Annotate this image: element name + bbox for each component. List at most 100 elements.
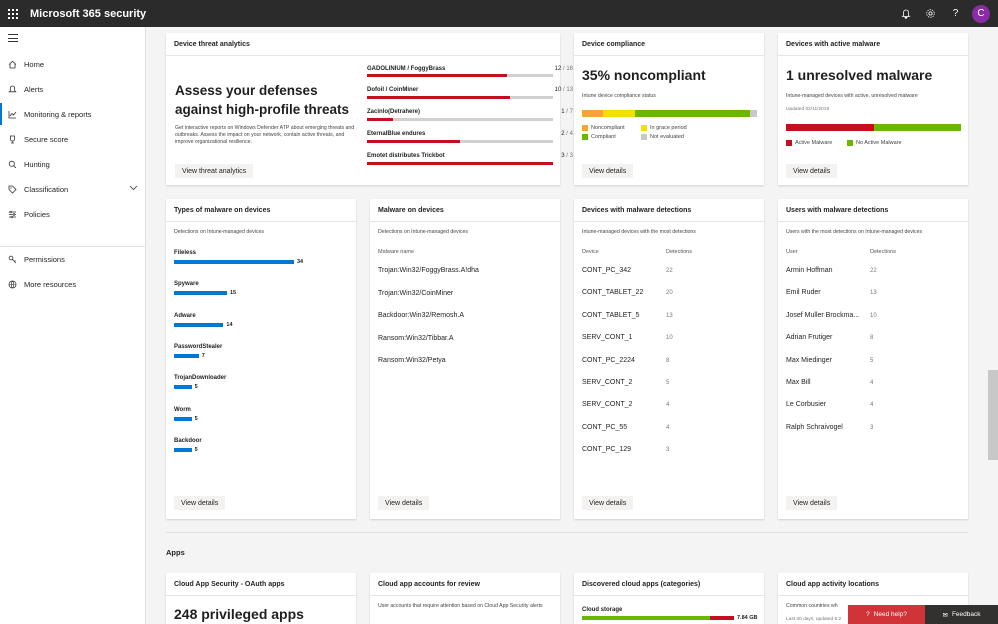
table-row-value: 3 (870, 424, 874, 431)
legend-compliant: Compliant (582, 134, 616, 140)
table-row-name[interactable]: Max Bill (786, 379, 811, 386)
legend-not-evaluated: Not evaluated (641, 134, 684, 140)
nav-classification[interactable]: Classification (0, 178, 146, 200)
malware-type-value: 5 (194, 415, 198, 422)
column-header-user: User (786, 249, 798, 255)
table-row-value: 20 (666, 290, 673, 297)
bar-segment (634, 110, 750, 117)
table-row-name[interactable]: CONT_PC_129 (582, 446, 632, 454)
settings-gear-icon[interactable] (918, 0, 943, 27)
table-row-name[interactable]: SERV_CONT_2 (582, 379, 633, 386)
table-row[interactable]: Backdoor:Win32/Remosh.A (378, 312, 464, 319)
malware-type-label: Adware (174, 312, 196, 319)
activity-subtitle: Common countries wh (786, 603, 838, 609)
table-row-name[interactable]: CONT_PC_342 (582, 267, 632, 274)
threat-analytics-card: Device threat analytics Assess your defe… (166, 33, 573, 185)
table-row-name[interactable]: SERV_CONT_2 (582, 401, 633, 409)
nav-label: Policies (24, 209, 50, 219)
table-row[interactable]: Ransom:Win32/Petya (378, 357, 446, 364)
notification-bell-icon[interactable] (893, 0, 918, 27)
threat-name: Zacinlo(Detrahere) (367, 109, 421, 115)
oauth-headline: 248 privileged apps (174, 606, 304, 622)
table-row-value: 8 (666, 357, 670, 364)
nav-label: Secure score (24, 134, 69, 144)
malware-headline: 1 unresolved malware (786, 67, 933, 83)
threat-count: 12 / 16 (554, 66, 573, 72)
need-help-button[interactable]: ? Need help? (848, 605, 925, 624)
threat-headline: Assess your defenses against high-profil… (175, 83, 350, 117)
nav-hunting[interactable]: Hunting (0, 153, 146, 175)
user-detections-view-details-button[interactable]: View details (786, 496, 838, 510)
card-divider (778, 55, 968, 56)
table-row[interactable]: Ransom:Win32/Tibbar.A (378, 335, 454, 342)
nav-secure-score[interactable]: Secure score (0, 128, 146, 150)
malware-type-label: Backdoor (174, 437, 202, 444)
table-row-name[interactable]: Emil Ruder (786, 289, 821, 297)
nav-monitoring-reports[interactable]: Monitoring & reports (0, 103, 146, 125)
home-icon (0, 60, 24, 69)
compliance-view-details-button[interactable]: View details (582, 164, 634, 178)
malware-type-label: PasswordStealer (174, 343, 223, 350)
scrollbar-thumb[interactable] (988, 370, 998, 460)
nav-permissions[interactable]: Permissions (0, 248, 146, 270)
malware-type-value: 14 (226, 321, 233, 328)
help-question-icon[interactable]: ? (952, 8, 959, 19)
table-row-name[interactable]: CONT_PC_55 (582, 423, 628, 431)
card-title: Cloud App Security - OAuth apps (174, 581, 285, 588)
column-header-detections: Detections (870, 249, 896, 255)
threat-name: Emotet distributes Trickbot (367, 153, 445, 159)
nav-more-resources[interactable]: More resources (0, 273, 146, 295)
table-row-value: 4 (666, 402, 670, 409)
table-row-name[interactable]: Adrian Frutiger (786, 334, 833, 342)
card-title: Cloud app accounts for review (378, 581, 480, 588)
table-row-name[interactable]: Armin Hoffman (786, 267, 833, 274)
feedback-button[interactable]: ✉ Feedback (925, 605, 998, 624)
feedback-icon: ✉ (942, 611, 948, 619)
table-row-name[interactable]: Ralph Schraivogel (786, 423, 843, 431)
table-row-value: 22 (666, 268, 673, 274)
user-avatar[interactable]: C (972, 4, 990, 23)
nav-policies[interactable]: Policies (0, 203, 146, 225)
threat-progress-fill (367, 118, 394, 121)
table-row-name[interactable]: CONT_TABLET_22 (582, 289, 644, 297)
malware-view-details-button[interactable]: View details (786, 164, 838, 178)
malware-type-label: Spyware (174, 281, 199, 288)
need-help-label: Need help? (873, 611, 907, 618)
table-row-value: 8 (870, 335, 874, 342)
device-detections-card: Devices with malware detections Intune-m… (574, 199, 764, 519)
updated-date: Updated 02/11/2019 (786, 107, 830, 112)
malware-type-bar (174, 416, 192, 421)
nav-label: Alerts (24, 84, 44, 94)
column-header-detections: Detections (666, 249, 692, 255)
table-row[interactable]: Trojan:Win32/FoggyBrass.A!dha (378, 267, 479, 274)
malware-on-devices-card: Malware on devices Detections on Intune-… (370, 199, 560, 519)
nav-home[interactable]: Home (0, 53, 146, 75)
malware-devices-view-details-button[interactable]: View details (378, 496, 430, 510)
nav-alerts[interactable]: Alerts (0, 78, 146, 100)
view-threat-analytics-button[interactable]: View threat analytics (175, 164, 254, 178)
malware-type-label: TrojanDownloader (174, 375, 227, 382)
device-detections-view-details-button[interactable]: View details (582, 496, 634, 510)
hamburger-menu-icon[interactable] (8, 34, 18, 45)
malware-types-subtitle: Detections on Intune-managed devices (174, 229, 264, 235)
app-launcher-icon[interactable] (0, 0, 26, 27)
threat-name: Dofoil / CoinMiner (367, 87, 419, 93)
malware-types-view-details-button[interactable]: View details (174, 496, 226, 510)
table-row-name[interactable]: Le Corbusier (786, 401, 827, 409)
table-row[interactable]: Trojan:Win32/CoinMiner (378, 290, 454, 297)
accounts-subtitle: User accounts that require attention bas… (378, 603, 543, 609)
threat-progress-bar (367, 118, 553, 121)
table-row-name[interactable]: SERV_CONT_1 (582, 334, 633, 342)
table-row-name[interactable]: Max Miedinger (786, 356, 832, 364)
app-title[interactable]: Microsoft 365 security (30, 7, 147, 20)
feedback-label: Feedback (951, 611, 981, 618)
chevron-down-icon[interactable] (129, 184, 138, 193)
table-row-name[interactable]: CONT_PC_2224 (582, 356, 635, 364)
table-row-name[interactable]: Josef Muller Brockma... (786, 311, 860, 319)
bar-segment (582, 110, 603, 117)
nav-label: Classification (24, 184, 69, 194)
table-row-name[interactable]: CONT_TABLET_5 (582, 311, 640, 319)
card-title: Device compliance (582, 41, 646, 48)
card-title: Devices with malware detections (582, 207, 692, 214)
compliance-subtitle: Intune device compliance status (582, 93, 656, 99)
